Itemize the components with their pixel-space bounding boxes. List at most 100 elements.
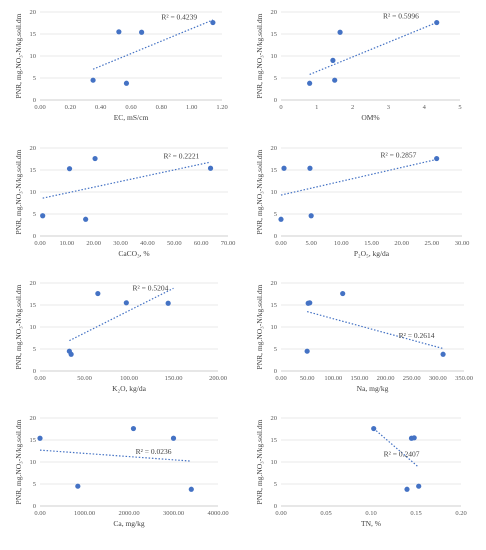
trendline [42,161,211,199]
r-squared-label: R² = 0.5204 [133,283,169,292]
data-point [123,80,130,86]
plot-area: 0 5 10 15 20 0.00 5.00 10.00 15.00 20.00 25.00 30.0… [255,145,469,258]
y-tick-label: 10 [30,324,37,331]
data-point [304,348,310,354]
x-tick-label: 30.00 [113,240,128,247]
data-point [307,300,313,306]
trendline [280,158,437,196]
x-tick-label: 30.00 [455,240,470,247]
y-tick-label: 15 [30,302,37,309]
y-tick-label: 5 [33,75,36,82]
data-point [165,300,171,306]
data-point [330,57,336,64]
trendline [69,287,174,342]
y-tick-label: 15 [271,167,278,174]
y-tick-label: 0 [274,368,277,375]
data-point [116,29,122,35]
data-point [340,290,346,297]
x-tick-label: 15.00 [364,240,379,247]
y-tick-label: 10 [271,189,278,196]
x-tick-label: 10.00 [60,240,75,247]
data-point [40,213,46,219]
data-point [188,486,194,492]
trendline [309,22,437,76]
scatter-chart-2: 0 5 10 15 20 0 1 2 3 4 5 OM% PNR, mg.NO₃-N/kg.soil.d… [255,9,462,122]
r-squared-label: R² = 0.0236 [136,447,172,456]
y-tick-label: 0 [33,368,36,375]
y-tick-label: 20 [271,145,278,152]
y-tick-label: 15 [271,31,278,38]
data-point [307,80,313,86]
x-tick-label: 150.00 [165,375,183,382]
x-tick-label: 3000.00 [163,510,184,517]
x-tick-label: 5 [458,104,461,111]
data-point [307,165,313,171]
y-axis-label: PNR, mg.NO₃-N/kg.soil.dm [14,419,23,504]
y-tick-label: 10 [271,324,278,331]
y-tick-label: 15 [30,167,37,174]
y-tick-label: 20 [271,9,278,16]
x-tick-label: 40.00 [140,240,155,247]
data-point [170,435,177,441]
data-point [278,216,284,222]
r-squared-label: R² = 0.5996 [383,12,419,21]
r-squared-label: R² = 0.2221 [164,152,200,161]
data-point [68,351,74,357]
y-tick-label: 10 [30,189,37,196]
x-tick-label: 0.10 [365,510,376,517]
y-axis-label: PNR, mg.NO₃-N/kg.soil.dm [255,284,264,369]
y-tick-label: 5 [274,211,277,218]
x-tick-label: 1.00 [186,104,197,111]
x-tick-label: 20.00 [86,240,101,247]
x-tick-label: 50.00 [300,375,315,382]
x-tick-label: 0.40 [95,104,106,111]
x-tick-label: 50.00 [167,240,182,247]
y-axis-label: PNR, mg.NO₃-N/kg.soil.dm [14,13,23,98]
y-tick-label: 15 [271,437,278,444]
y-tick-label: 20 [30,280,37,287]
x-tick-label: 2 [351,104,354,111]
x-tick-label: 350.00 [455,375,473,382]
y-tick-label: 0 [274,503,277,510]
y-axis-label: PNR, mg.NO₃-N/kg.soil.dm [255,419,264,504]
r-squared-label: R² = 0.2614 [399,331,435,340]
y-tick-label: 15 [271,302,278,309]
y-tick-label: 10 [271,459,278,466]
data-point [37,435,43,441]
data-point [139,29,145,35]
x-tick-label: 100.00 [324,375,342,382]
x-tick-label: 0.15 [410,510,421,517]
x-tick-label: 0.00 [275,240,286,247]
r-squared-label: R² = 0.2407 [384,449,420,458]
x-axis-label: Ca, mg/kg [113,519,144,528]
x-tick-label: 5.00 [305,240,316,247]
x-tick-label: 1.20 [216,104,227,111]
x-tick-label: 1 [315,104,318,111]
x-axis-label: K₂O, kg/da [112,384,147,393]
data-point [416,483,422,489]
trendline [92,19,214,70]
x-tick-label: 200.00 [377,375,395,382]
data-point [308,213,314,219]
x-tick-label: 50.00 [77,375,92,382]
data-point [123,300,129,306]
y-tick-label: 20 [271,415,278,422]
x-tick-label: 0.00 [275,375,286,382]
y-axis-label: PNR, mg.NO₃-N/kg.soil.dm [255,149,264,234]
scatter-chart-4: 0 5 10 15 20 0.00 5.00 10.00 15.00 20.00 25.00 30.0… [255,145,469,258]
scatter-chart-8: 0 5 10 15 20 0.00 0.05 0.10 0.15 0.20 TN, % PNR, mg… [255,415,467,528]
x-tick-label: 25.00 [425,240,440,247]
y-tick-label: 5 [33,481,36,488]
y-axis-label: PNR, mg.NO₃-N/kg.soil.dm [255,13,264,98]
x-tick-label: 4 [423,104,427,111]
x-tick-label: 100.00 [120,375,138,382]
plot-area: 0 5 10 15 20 0.00 0.05 0.10 0.15 0.20 TN, % PNR, mg… [255,415,467,528]
y-tick-label: 20 [271,280,278,287]
scatter-chart-1: 0 5 10 15 20 0.00 0.20 0.40 0.60 0.80 1.00 1.20 EC, … [14,9,228,122]
scatter-chart-3: 0 5 10 15 20 0.00 10.00 20.00 30.00 40.00 50.00 60.… [14,145,235,258]
y-axis-label: PNR, mg.NO₃-N/kg.soil.dm [14,284,23,369]
